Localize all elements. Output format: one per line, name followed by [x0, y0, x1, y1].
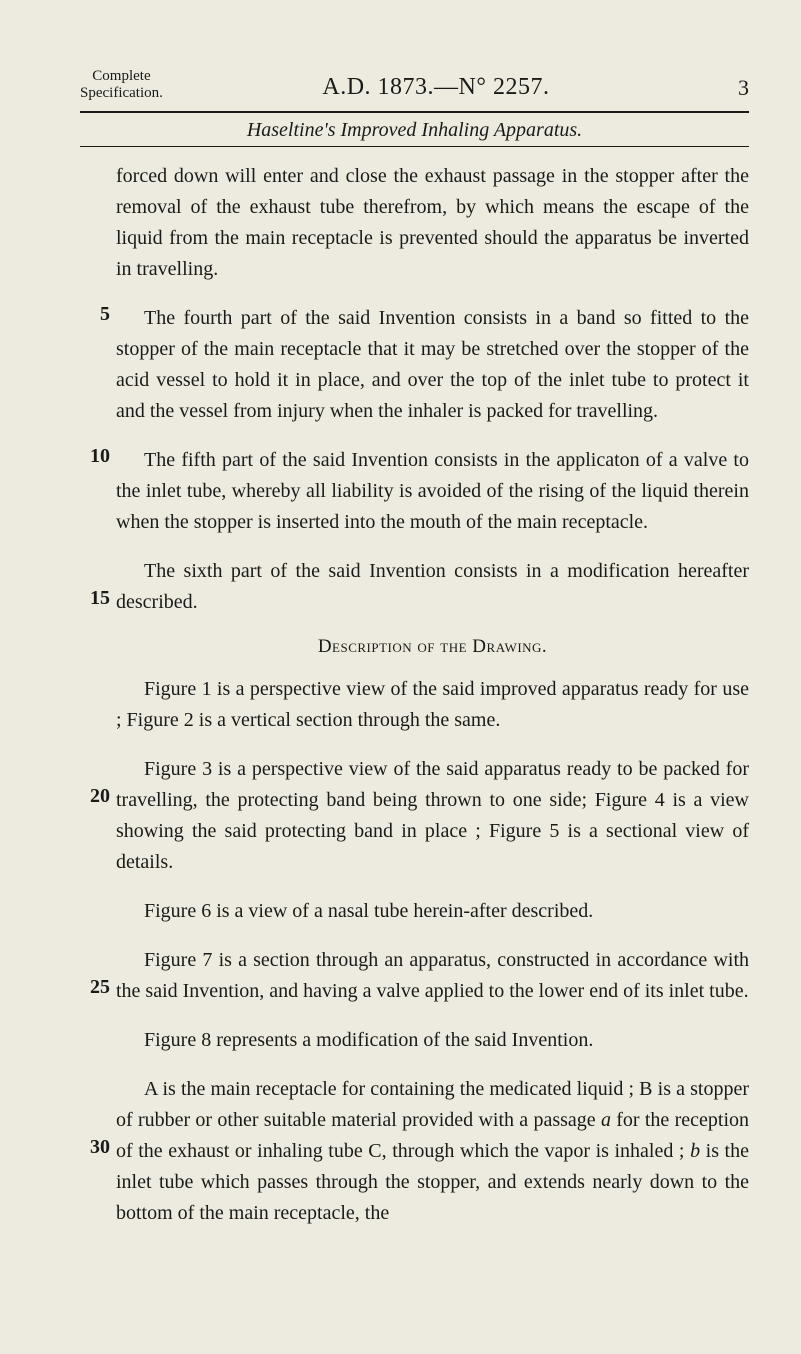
- header-center: A.D. 1873.—N° 2257.: [163, 74, 709, 101]
- line-number-5: 5: [80, 303, 110, 326]
- line-number-30: 30: [80, 1136, 110, 1159]
- rule-top: [80, 111, 749, 113]
- p10-ital-b: b: [690, 1140, 700, 1162]
- header-left-line1: Complete: [92, 68, 150, 84]
- section-heading: Description of the Drawing.: [116, 636, 749, 658]
- paragraph-9: Figure 8 represents a modification of th…: [116, 1025, 749, 1056]
- rule-under-subtitle: [80, 146, 749, 147]
- paragraph-2: The fourth part of the said Invention co…: [116, 303, 749, 427]
- paragraph-7: Figure 6 is a view of a nasal tube herei…: [116, 896, 749, 927]
- line-number-20: 20: [80, 785, 110, 808]
- header-row: Complete Specification. A.D. 1873.—N° 22…: [80, 68, 749, 101]
- header-page-number: 3: [709, 75, 749, 101]
- line-number-10: 10: [80, 445, 110, 468]
- paragraph-3: The fifth part of the said Invention con…: [116, 445, 749, 538]
- header-left-line2: Specification.: [80, 85, 163, 101]
- paragraph-10: A is the main receptacle for containing …: [116, 1074, 749, 1229]
- paragraph-8: Figure 7 is a section through an apparat…: [116, 945, 749, 1007]
- paragraph-5: Figure 1 is a perspective view of the sa…: [116, 674, 749, 736]
- header-left: Complete Specification.: [80, 68, 163, 101]
- paragraph-4: The sixth part of the said Invention con…: [116, 556, 749, 618]
- paragraph-6: Figure 3 is a perspective view of the sa…: [116, 754, 749, 878]
- subtitle: Haseltine's Improved Inhaling Apparatus.: [80, 119, 749, 142]
- line-number-15: 15: [80, 587, 110, 610]
- line-number-25: 25: [80, 976, 110, 999]
- page: Complete Specification. A.D. 1873.—N° 22…: [0, 0, 801, 1354]
- body-text: forced down will enter and close the exh…: [80, 161, 749, 1229]
- p10-ital-a: a: [601, 1109, 611, 1131]
- paragraph-1: forced down will enter and close the exh…: [116, 161, 749, 285]
